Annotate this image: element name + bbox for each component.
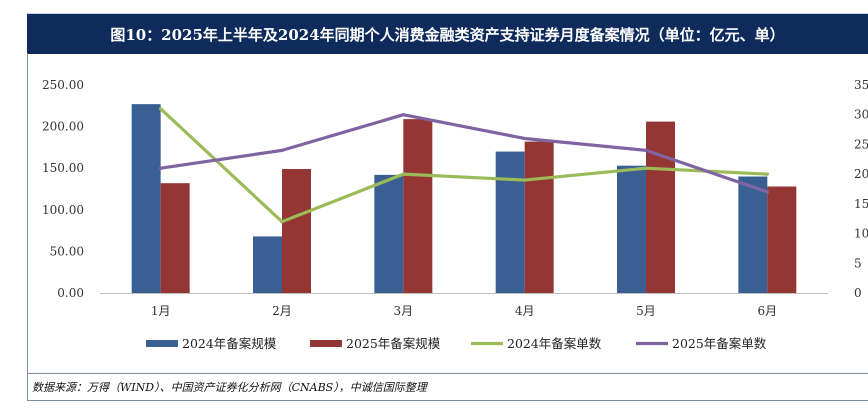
- bar-2025: [767, 186, 797, 293]
- legend-label: 2024年备案单数: [507, 336, 602, 351]
- line-point-2024: [159, 107, 163, 111]
- legend-label: 2025年备案单数: [672, 336, 767, 351]
- y-right-tick-label: 35: [854, 78, 868, 92]
- bar-2025: [160, 183, 190, 293]
- line-point-2025: [159, 166, 163, 170]
- y-right-tick-label: 10: [854, 227, 868, 241]
- y-left-tick-label: 150.00: [42, 161, 84, 175]
- bar-2024: [374, 174, 404, 293]
- bar-2024: [253, 236, 282, 293]
- bar-2025: [403, 119, 433, 293]
- chart-area: 0.00 50.00 100.00 150.00 200.00 250.00 0 5 10 15 2…: [27, 53, 868, 373]
- bar-2024: [617, 165, 646, 293]
- y-left-tick-label: 50.00: [50, 244, 84, 258]
- bar-2024: [495, 151, 525, 293]
- bar-2024: [738, 176, 768, 293]
- x-tick-label: 3月: [394, 304, 414, 318]
- x-tick-label: 2月: [272, 304, 292, 318]
- x-tick-label: 4月: [515, 304, 535, 318]
- y-right-tick-label: 0: [854, 286, 862, 300]
- line-point-2024: [765, 172, 769, 176]
- source-note: 数据来源：万得（WIND）、中国资产证券化分析网（CNABS），中诚信国际整理: [27, 373, 868, 401]
- y-left-tick-label: 100.00: [42, 203, 84, 217]
- legend-swatch-bar: [146, 340, 178, 347]
- y-right-tick-label: 15: [854, 197, 868, 211]
- bar-2025: [282, 169, 311, 293]
- y-right-tick-label: 30: [854, 108, 868, 122]
- line-point-2025: [644, 148, 648, 152]
- line-point-2025: [280, 148, 284, 152]
- y-right-tick-label: 25: [854, 137, 868, 151]
- x-tick-label: 6月: [758, 304, 778, 318]
- line-point-2024: [523, 178, 527, 182]
- legend-swatch-bar: [310, 340, 342, 347]
- y-left-tick-label: 200.00: [42, 120, 84, 134]
- bar-2025: [646, 121, 675, 293]
- y-left-tick-label: 0.00: [57, 286, 84, 300]
- figure-title: 图10：2025年上半年及2024年同期个人消费金融类资产支持证券月度备案情况（…: [27, 13, 868, 54]
- y-right-tick-label: 20: [854, 167, 868, 181]
- line-point-2024: [644, 166, 648, 170]
- legend-label: 2025年备案规模: [346, 336, 441, 351]
- line-point-2025: [401, 113, 405, 117]
- line-2024: [159, 107, 769, 224]
- bar-2024: [131, 104, 161, 293]
- legend-label: 2024年备案规模: [182, 336, 277, 351]
- line-point-2025: [765, 190, 769, 194]
- x-tick-label: 1月: [151, 304, 171, 318]
- line-point-2025: [523, 136, 527, 141]
- bar-2025: [524, 141, 554, 293]
- line-2025: [159, 113, 769, 194]
- y-left-tick-label: 250.00: [42, 78, 84, 92]
- line-point-2024: [401, 172, 405, 176]
- x-tick-label: 5月: [636, 304, 656, 318]
- line-point-2024: [280, 220, 284, 224]
- combo-chart: 0.00 50.00 100.00 150.00 200.00 250.00 0 5 10 15 2…: [42, 78, 868, 351]
- y-right-tick-label: 5: [854, 256, 862, 270]
